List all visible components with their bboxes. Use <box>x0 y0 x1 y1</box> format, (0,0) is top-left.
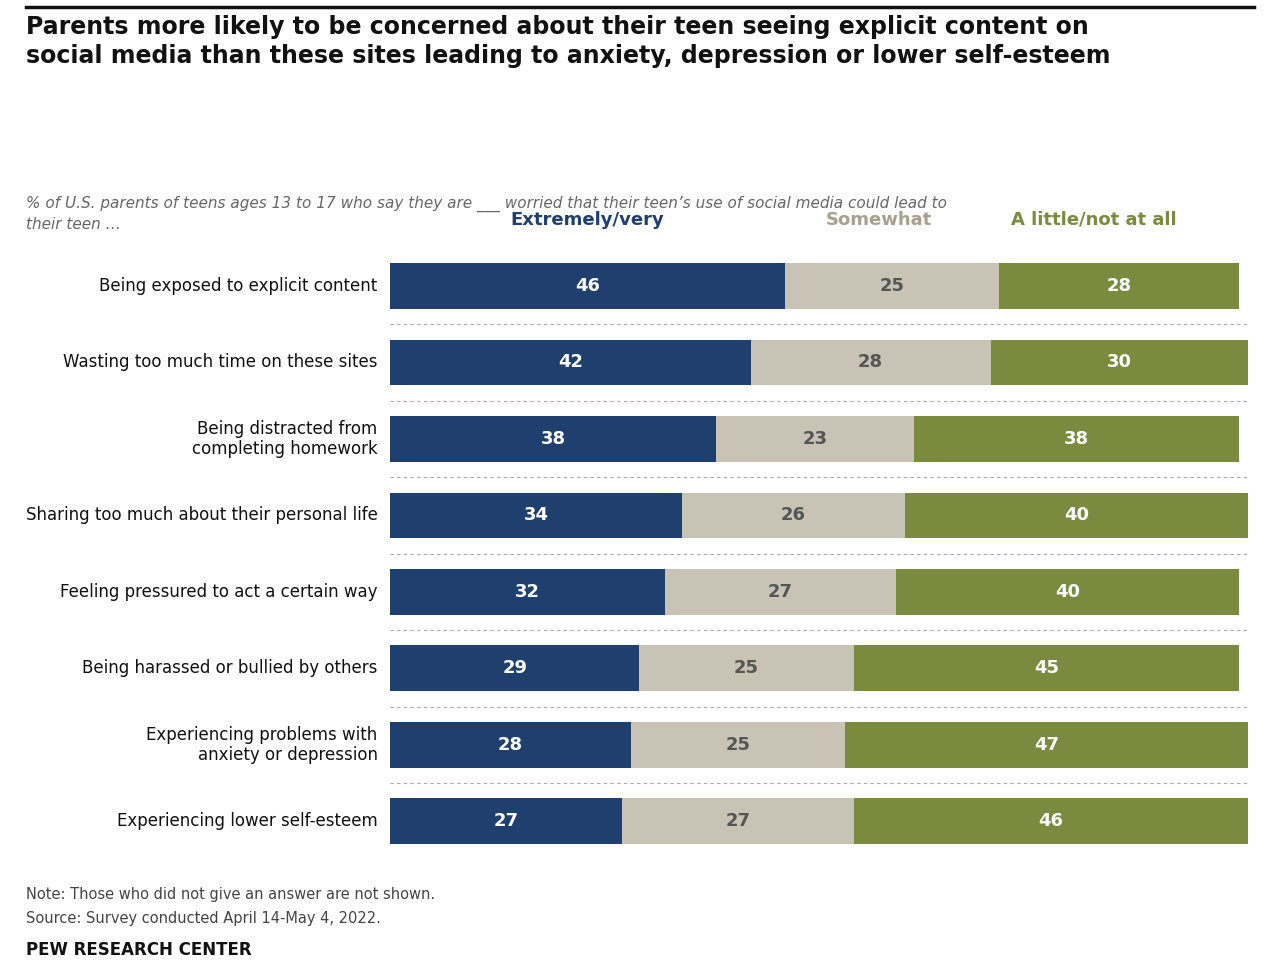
Text: 28: 28 <box>498 736 524 754</box>
Bar <box>682 493 905 538</box>
Bar <box>854 646 1239 691</box>
Text: 27: 27 <box>726 812 750 830</box>
Text: Experiencing problems with
anxiety or depression: Experiencing problems with anxiety or de… <box>146 725 378 764</box>
Text: 38: 38 <box>540 430 566 448</box>
Text: 28: 28 <box>1107 277 1132 295</box>
Bar <box>390 722 631 768</box>
Text: 46: 46 <box>575 277 600 295</box>
Bar <box>390 493 682 538</box>
Bar <box>1000 263 1239 309</box>
Bar <box>664 569 896 614</box>
Text: Being harassed or bullied by others: Being harassed or bullied by others <box>82 660 378 677</box>
Bar <box>896 569 1239 614</box>
Bar <box>390 569 664 614</box>
Bar <box>717 416 914 462</box>
Bar <box>991 339 1248 385</box>
Text: Somewhat: Somewhat <box>826 211 932 228</box>
Text: Note: Those who did not give an answer are not shown.: Note: Those who did not give an answer a… <box>26 887 435 902</box>
Bar <box>390 416 717 462</box>
Text: Being exposed to explicit content: Being exposed to explicit content <box>100 277 378 295</box>
Text: 25: 25 <box>879 277 905 295</box>
Text: 47: 47 <box>1034 736 1059 754</box>
Text: Wasting too much time on these sites: Wasting too much time on these sites <box>63 354 378 371</box>
Bar <box>785 263 1000 309</box>
Bar <box>390 263 785 309</box>
Bar <box>845 722 1248 768</box>
Bar <box>622 799 854 845</box>
Text: Being distracted from
completing homework: Being distracted from completing homewor… <box>192 419 378 459</box>
Text: Sharing too much about their personal life: Sharing too much about their personal li… <box>26 507 378 524</box>
Text: 46: 46 <box>1038 812 1064 830</box>
Bar <box>750 339 991 385</box>
Text: 30: 30 <box>1107 354 1132 371</box>
Text: A little/not at all: A little/not at all <box>1011 211 1176 228</box>
Bar <box>631 722 845 768</box>
Text: 26: 26 <box>781 507 806 524</box>
Text: 27: 27 <box>768 583 794 601</box>
Bar <box>854 799 1248 845</box>
Text: 40: 40 <box>1056 583 1080 601</box>
Text: % of U.S. parents of teens ages 13 to 17 who say they are ___ worried that their: % of U.S. parents of teens ages 13 to 17… <box>26 196 947 232</box>
Text: 28: 28 <box>858 354 883 371</box>
Text: 32: 32 <box>515 583 540 601</box>
Text: Feeling pressured to act a certain way: Feeling pressured to act a certain way <box>60 583 378 601</box>
Text: 34: 34 <box>524 507 549 524</box>
Text: Parents more likely to be concerned about their teen seeing explicit content on
: Parents more likely to be concerned abou… <box>26 15 1110 69</box>
Text: Extremely/very: Extremely/very <box>511 211 664 228</box>
Text: 29: 29 <box>502 660 527 677</box>
Bar <box>390 339 750 385</box>
Text: 38: 38 <box>1064 430 1089 448</box>
Text: PEW RESEARCH CENTER: PEW RESEARCH CENTER <box>26 941 251 958</box>
Text: 45: 45 <box>1034 660 1059 677</box>
Text: 42: 42 <box>558 354 582 371</box>
Bar <box>390 799 622 845</box>
Bar <box>639 646 854 691</box>
Text: 23: 23 <box>803 430 827 448</box>
Text: Source: Survey conducted April 14-May 4, 2022.: Source: Survey conducted April 14-May 4,… <box>26 911 380 926</box>
Bar <box>390 646 639 691</box>
Text: 27: 27 <box>494 812 518 830</box>
Bar <box>905 493 1248 538</box>
Text: 25: 25 <box>733 660 759 677</box>
Text: 25: 25 <box>726 736 750 754</box>
Text: 40: 40 <box>1064 507 1089 524</box>
Bar <box>914 416 1239 462</box>
Text: Experiencing lower self-esteem: Experiencing lower self-esteem <box>116 812 378 830</box>
